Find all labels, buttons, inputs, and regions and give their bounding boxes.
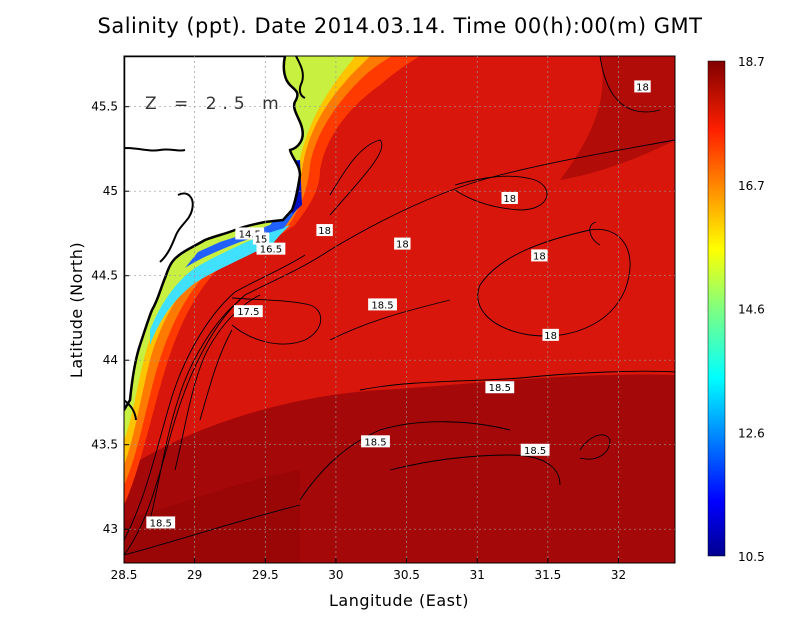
contour-label-text: 18.5	[371, 300, 393, 311]
contour-label: 18.5	[520, 443, 550, 457]
contour-label-text: 18	[636, 82, 649, 93]
colorbar-label: 10.5	[738, 550, 765, 564]
contour-label-box	[368, 298, 397, 311]
contour-label-box	[485, 381, 515, 394]
plot-frame	[123, 55, 676, 564]
contour-label: 18	[316, 224, 333, 237]
colorbar-label: 14.6	[738, 303, 765, 317]
sea-field	[124, 56, 675, 563]
contour-label-box	[361, 435, 390, 448]
contour-label: 18	[531, 249, 548, 262]
contour-label: 18	[394, 237, 411, 251]
contour-label: 17.5	[233, 305, 263, 318]
colorbar-label: 18.7	[738, 55, 765, 69]
y-tick-label: 44	[103, 353, 118, 367]
grid-lines	[124, 56, 675, 563]
contour-label-box	[233, 305, 263, 318]
colorbar	[707, 60, 726, 557]
contour-label-box	[501, 191, 518, 204]
x-tick-label: 29	[187, 568, 202, 582]
contour-label-text: 18.5	[150, 518, 172, 529]
colorbar-label: 12.6	[738, 426, 765, 440]
contour-label-text: 18	[533, 251, 546, 262]
colorbar-labels: 18.7 16.7 14.6 12.6 10.5	[738, 55, 765, 564]
contour-label-text: 14.5	[239, 229, 261, 240]
contour-label-box	[146, 516, 176, 529]
y-axis-label: Latitude (North)	[67, 242, 86, 378]
depth-label: Z = 2.5 m	[145, 94, 285, 114]
contour-label: 18.5	[485, 381, 515, 394]
contour-label: 16.5	[256, 242, 286, 256]
contour-label: 18.5	[146, 516, 176, 529]
contour-label-text: 18.5	[524, 446, 546, 457]
contour-label-text: 18	[318, 226, 331, 237]
contour-label-text: 18.5	[364, 437, 386, 448]
land-mass	[124, 56, 304, 412]
contour-label-box	[520, 443, 550, 456]
contour-label-box	[256, 242, 286, 255]
contour-label-text: 16.5	[260, 245, 282, 256]
contour-label: 18	[542, 328, 559, 342]
contour-label-box	[394, 237, 411, 250]
contour-label-text: 18.5	[489, 383, 511, 394]
y-axis-ticks: 43 43.5 44 44.5 45 45.5	[91, 100, 129, 536]
contour-label: 18.5	[361, 435, 390, 448]
x-tick-label: 30.5	[393, 568, 420, 582]
contour-label-text: 18	[544, 331, 557, 342]
contour-label-text: 18	[503, 194, 516, 205]
contour-label-text: 15	[255, 235, 268, 246]
x-tick-label: 32	[611, 568, 626, 582]
contour-label-box	[542, 328, 559, 341]
contour-lines	[124, 56, 675, 556]
contour-label: 15	[252, 232, 270, 246]
contour-label-text: 17.5	[237, 307, 259, 318]
contour-label-box	[531, 249, 548, 262]
contour-label-text: 18	[396, 240, 409, 251]
contour-label: 18.5	[368, 298, 397, 311]
x-tick-label: 31	[470, 568, 485, 582]
x-axis-ticks: 28.5 29 29.5 30 30.5 31 31.5 32	[111, 558, 626, 582]
y-tick-label: 45	[103, 184, 118, 198]
contour-label: 18	[501, 191, 518, 205]
contour-label: 18	[634, 80, 651, 93]
y-tick-label: 43.5	[91, 438, 118, 452]
y-tick-label: 45.5	[91, 100, 118, 114]
x-tick-label: 29.5	[252, 568, 279, 582]
contour-labels: 18 18 18 18 18 18 18.5 17.5 18.5 18.5 18.5 18.5 14.5…	[146, 80, 651, 529]
colorbar-label: 16.7	[738, 179, 765, 193]
y-tick-label: 43	[103, 522, 118, 536]
x-axis-label: Langitude (East)	[329, 591, 469, 610]
contour-label-box	[252, 232, 270, 245]
x-tick-label: 31.5	[534, 568, 561, 582]
contour-label-box	[316, 224, 333, 237]
map-title: Salinity (ppt). Date 2014.03.14. Time 00…	[97, 14, 703, 38]
y-tick-label: 44.5	[91, 269, 118, 283]
x-tick-label: 28.5	[111, 568, 138, 582]
contour-label-box	[634, 80, 651, 93]
x-tick-label: 30	[328, 568, 343, 582]
